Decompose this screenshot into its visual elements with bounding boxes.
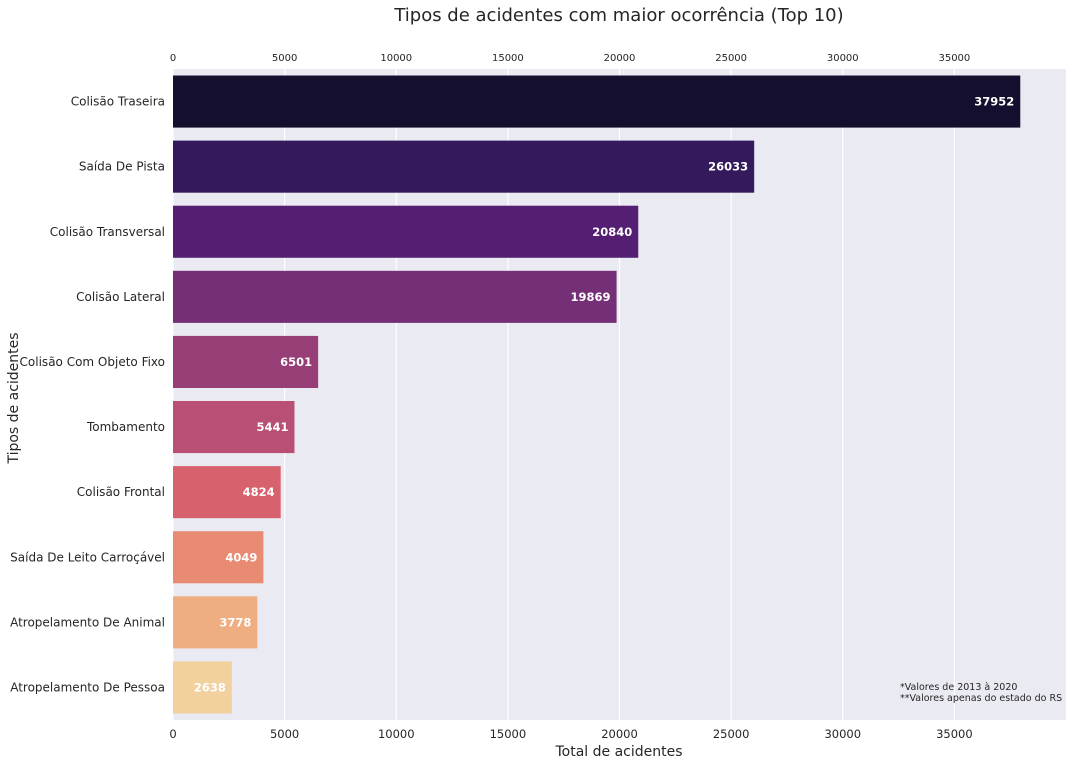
- bar: [173, 596, 258, 649]
- bar: [173, 401, 295, 454]
- bar: [173, 335, 319, 388]
- bar-value-label: 3778: [219, 615, 251, 629]
- y-axis-label: Tipos de acidentes: [6, 332, 22, 464]
- top-tick-label: 15000: [492, 53, 524, 64]
- annotation-years: *Valores de 2013 à 2020: [900, 682, 1017, 693]
- bottom-tick-label: 15000: [490, 727, 527, 741]
- bar: [173, 661, 232, 714]
- category-label: Saída De Pista: [79, 160, 165, 174]
- top-tick-label: 35000: [938, 53, 970, 64]
- bar-value-label: 20840: [592, 225, 632, 239]
- bar-value-label: 19869: [571, 290, 611, 304]
- category-label: Colisão Frontal: [77, 485, 165, 499]
- bottom-tick-label: 10000: [378, 727, 415, 741]
- bar-value-label: 2638: [194, 680, 226, 694]
- category-label: Saída De Leito Carroçável: [10, 550, 165, 564]
- bar: [173, 531, 264, 584]
- category-label: Atropelamento De Animal: [10, 615, 165, 629]
- x-axis-label: Total de acidentes: [554, 744, 682, 760]
- category-label: Colisão Lateral: [76, 290, 165, 304]
- bar-value-label: 5441: [256, 420, 288, 434]
- bar: [173, 140, 755, 193]
- bar-value-label: 37952: [974, 95, 1014, 109]
- chart-title: Tipos de acidentes com maior ocorrência …: [393, 5, 843, 26]
- category-label: Colisão Com Objeto Fixo: [20, 355, 165, 369]
- top-axis-ticks: 0 5000 10000 15000 20000 25000 30000 35000: [170, 53, 970, 64]
- bottom-tick-label: 35000: [936, 727, 973, 741]
- bottom-tick-label: 25000: [713, 727, 750, 741]
- bottom-tick-label: 0: [169, 727, 176, 741]
- category-labels: Colisão Traseira Saída De Pista Colisão Tr…: [10, 95, 165, 695]
- top-tick-label: 0: [170, 53, 176, 64]
- category-label: Colisão Transversal: [50, 225, 165, 239]
- bar: [173, 75, 1021, 128]
- bottom-tick-label: 20000: [601, 727, 638, 741]
- top-tick-label: 10000: [380, 53, 412, 64]
- category-label: Atropelamento De Pessoa: [10, 680, 165, 694]
- annotation-region: **Valores apenas do estado do RS: [900, 693, 1062, 704]
- bar-labels: 37952 26033 20840 19869 6501 5441 4824 4049 3778…: [194, 95, 1014, 695]
- bottom-tick-label: 5000: [270, 727, 299, 741]
- top-tick-label: 5000: [272, 53, 297, 64]
- bottom-axis-ticks: 0 5000 10000 15000 20000 25000 30000 35000: [169, 727, 972, 741]
- bar-value-label: 4049: [225, 550, 257, 564]
- bar: [173, 270, 617, 323]
- bar-value-label: 4824: [243, 485, 275, 499]
- category-label: Tombamento: [86, 420, 165, 434]
- bar-value-label: 26033: [708, 160, 748, 174]
- top-tick-label: 20000: [604, 53, 636, 64]
- bar: [173, 205, 639, 258]
- category-label: Colisão Traseira: [71, 95, 165, 109]
- top-tick-label: 25000: [715, 53, 747, 64]
- bottom-tick-label: 30000: [824, 727, 861, 741]
- bars: [173, 75, 1021, 714]
- bar-value-label: 6501: [280, 355, 312, 369]
- bar: [173, 466, 281, 519]
- top-tick-label: 30000: [827, 53, 859, 64]
